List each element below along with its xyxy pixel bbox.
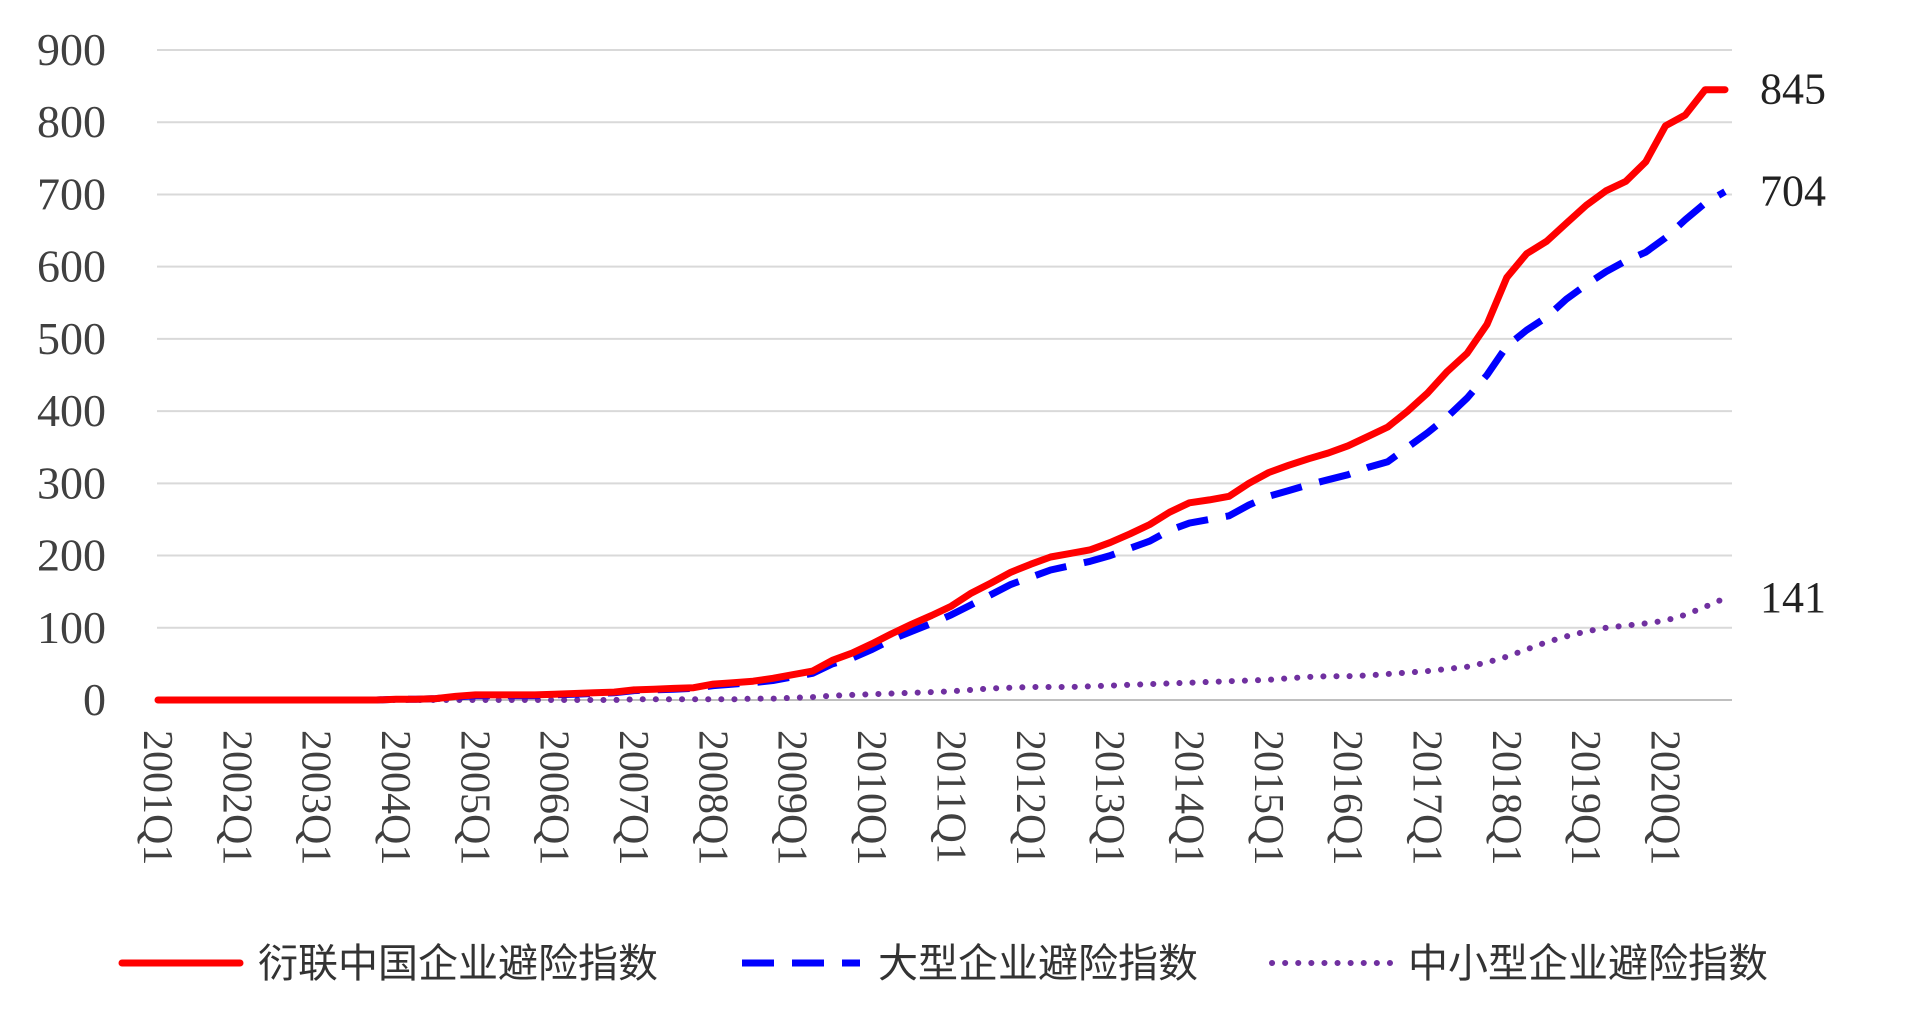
- x-tick-label: 2009Q1: [769, 730, 815, 865]
- x-tick-label: 2010Q1: [848, 730, 894, 865]
- x-tick-label: 2013Q1: [1086, 730, 1132, 865]
- y-tick-label: 100: [37, 602, 106, 653]
- y-tick-label: 0: [83, 674, 106, 725]
- series-lines: [154, 86, 1729, 704]
- x-tick-label: 2001Q1: [134, 730, 180, 865]
- legend-label-1: 大型企业避险指数: [878, 941, 1198, 987]
- end-value-labels: 845 704 141: [1760, 65, 1826, 622]
- x-tick-label: 2002Q1: [213, 730, 259, 865]
- y-tick-label: 300: [37, 457, 106, 508]
- x-tick-label: 2016Q1: [1324, 730, 1370, 865]
- x-tick-label: 2015Q1: [1245, 730, 1291, 865]
- series-line-1: [158, 188, 1727, 704]
- y-tick-label: 200: [37, 530, 106, 581]
- y-axis-ticks: 0 100 200 300 400 500 600 700 800 900: [37, 24, 106, 725]
- y-tick-label: 500: [37, 313, 106, 364]
- x-tick-label: 2004Q1: [372, 730, 418, 865]
- y-tick-label: 800: [37, 96, 106, 147]
- x-tick-label: 2019Q1: [1562, 730, 1608, 865]
- y-tick-label: 600: [37, 241, 106, 292]
- end-label-2: 141: [1760, 573, 1826, 622]
- y-tick-label: 700: [37, 168, 106, 219]
- end-label-0: 845: [1760, 65, 1826, 114]
- x-tick-label: 2007Q1: [610, 730, 656, 865]
- x-tick-label: 2005Q1: [451, 730, 497, 865]
- x-tick-label: 2018Q1: [1483, 730, 1529, 865]
- x-tick-label: 2012Q1: [1007, 730, 1053, 865]
- x-tick-label: 2014Q1: [1165, 730, 1211, 865]
- legend-label-0: 衍联中国企业避险指数: [258, 941, 658, 987]
- legend: 衍联中国企业避险指数 大型企业避险指数 中小型企业避险指数: [118, 941, 1768, 987]
- x-tick-label: 2020Q1: [1641, 730, 1687, 865]
- gridlines: [157, 49, 1732, 701]
- legend-label-2: 中小型企业避险指数: [1408, 941, 1768, 987]
- y-tick-label: 900: [37, 24, 106, 75]
- x-tick-label: 2011Q1: [927, 730, 973, 864]
- x-tick-label: 2006Q1: [531, 730, 577, 865]
- y-tick-label: 400: [37, 385, 106, 436]
- x-axis-ticks: 2001Q1 2002Q1 2003Q1 2004Q1 2005Q1 2006Q1 2007…: [134, 730, 1687, 865]
- end-label-1: 704: [1760, 167, 1826, 216]
- x-tick-label: 2017Q1: [1403, 730, 1449, 865]
- series-line-0: [154, 86, 1729, 704]
- x-tick-label: 2003Q1: [293, 730, 339, 865]
- x-tick-label: 2008Q1: [689, 730, 735, 865]
